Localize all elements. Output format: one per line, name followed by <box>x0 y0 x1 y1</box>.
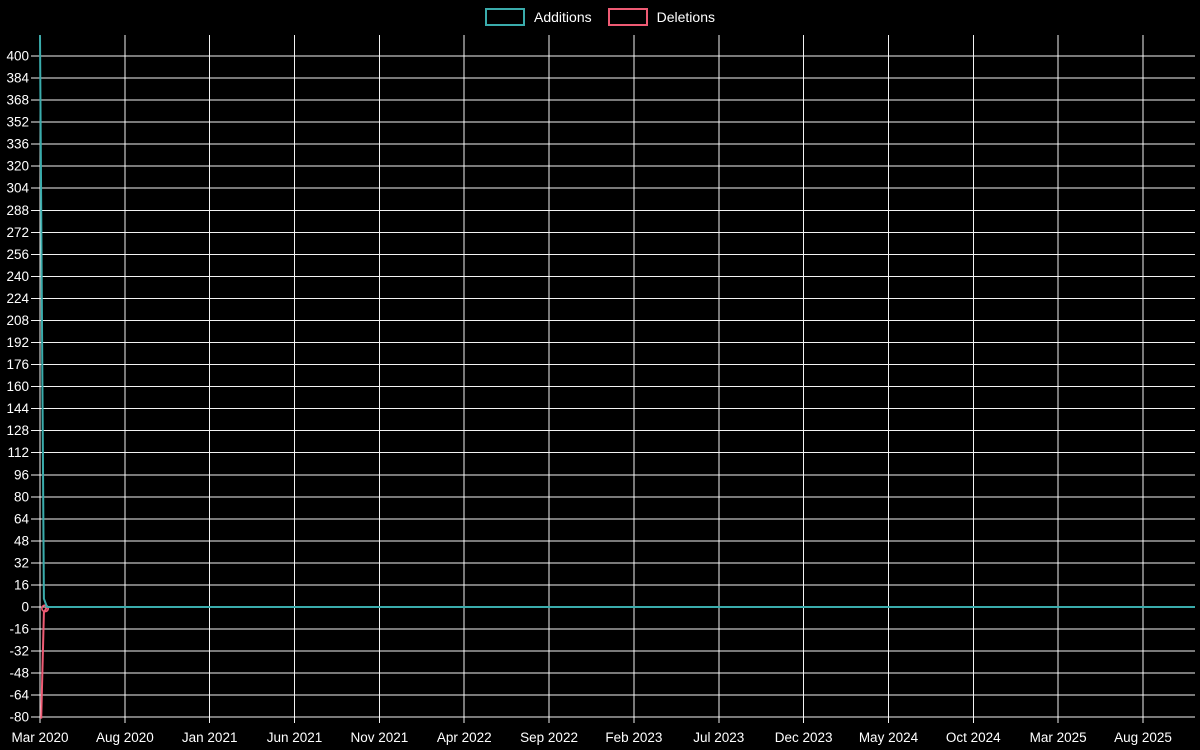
y-tick-label: 176 <box>6 357 29 372</box>
y-tick-label: -48 <box>9 666 29 681</box>
legend-label-deletions: Deletions <box>656 9 715 25</box>
y-tick-label: 160 <box>6 379 29 394</box>
x-tick-label: May 2024 <box>859 730 919 745</box>
additions-series-line <box>39 35 1195 608</box>
y-tick-label: 224 <box>6 291 29 306</box>
legend-item-additions[interactable]: Additions <box>485 8 592 26</box>
y-tick-label: -64 <box>9 688 29 703</box>
y-tick-label: 0 <box>21 600 29 615</box>
y-tick-label: 240 <box>6 269 29 284</box>
additions-swatch-icon <box>485 8 526 26</box>
deletions-series-line <box>40 606 1195 719</box>
y-tick-label: 192 <box>6 335 29 350</box>
x-tick-label: Mar 2025 <box>1030 730 1087 745</box>
y-tick-label: 352 <box>6 115 29 130</box>
y-tick-label: 80 <box>14 489 29 504</box>
x-tick-label: Aug 2020 <box>96 730 154 745</box>
x-tick-label: Nov 2021 <box>350 730 408 745</box>
chart-legend: Additions Deletions <box>0 6 1200 28</box>
y-tick-label: 32 <box>14 555 29 570</box>
y-tick-label: 208 <box>6 313 29 328</box>
y-tick-label: -32 <box>9 644 29 659</box>
deletions-marker <box>41 604 50 613</box>
y-tick-label: 336 <box>6 137 29 152</box>
x-tick-label: Aug 2025 <box>1114 730 1172 745</box>
deletions-swatch-icon <box>607 8 648 26</box>
y-tick-label: 304 <box>6 181 29 196</box>
x-tick-label: Jul 2023 <box>693 730 744 745</box>
y-tick-label: 128 <box>6 423 29 438</box>
y-tick-label: 144 <box>6 401 29 416</box>
x-tick-label: Dec 2023 <box>775 730 833 745</box>
y-tick-label: 368 <box>6 93 29 108</box>
x-tick-label: Oct 2024 <box>946 730 1001 745</box>
x-tick-label: Jan 2021 <box>182 730 238 745</box>
y-tick-label: -80 <box>9 710 29 725</box>
y-tick-label: 96 <box>14 467 29 482</box>
y-tick-label: 288 <box>6 203 29 218</box>
x-tick-label: Apr 2022 <box>437 730 492 745</box>
legend-item-deletions[interactable]: Deletions <box>607 8 715 26</box>
y-tick-label: 256 <box>6 247 29 262</box>
legend-label-additions: Additions <box>534 9 592 25</box>
y-tick-label: 272 <box>6 225 29 240</box>
x-tick-label: Jun 2021 <box>267 730 323 745</box>
x-tick-label: Mar 2020 <box>11 730 68 745</box>
y-tick-label: 64 <box>14 511 30 526</box>
y-tick-label: 400 <box>6 49 29 64</box>
y-tick-label: -16 <box>9 622 29 637</box>
y-tick-label: 48 <box>14 533 29 548</box>
y-tick-label: 320 <box>6 159 29 174</box>
y-tick-label: 16 <box>14 577 29 592</box>
x-tick-label: Feb 2023 <box>605 730 662 745</box>
x-tick-label: Sep 2022 <box>520 730 578 745</box>
y-tick-label: 112 <box>7 445 29 460</box>
y-tick-label: 384 <box>6 71 29 86</box>
